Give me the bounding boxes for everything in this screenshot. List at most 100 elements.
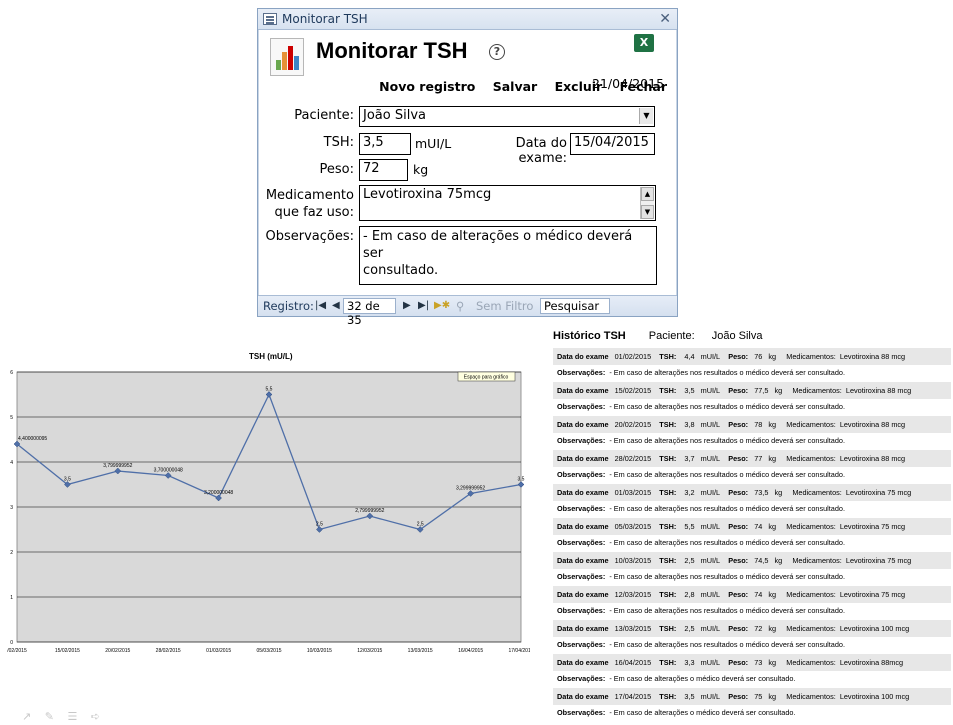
paciente-combobox[interactable]: João Silva ▼ — [359, 106, 655, 127]
search-input[interactable]: Pesquisar — [540, 298, 610, 314]
med-label: Medicamentos: — [792, 556, 842, 565]
form-header: Monitorar TSH ? X 21/04/2015 — [258, 30, 677, 91]
new-record-button[interactable]: Novo registro — [379, 79, 476, 94]
record-med: Levotiroxina 88 mcg — [839, 352, 906, 361]
y-tick-label: 5 — [10, 415, 13, 421]
data-point — [64, 481, 71, 488]
data-point — [215, 494, 222, 502]
record-obs: - Em caso de alterações nos resultados o… — [609, 606, 845, 615]
record-peso: 74,5 — [754, 556, 769, 565]
tsh-label: TSH: — [659, 658, 677, 667]
history-patient-label: Paciente: — [648, 330, 695, 342]
history-title: Histórico TSH — [553, 330, 626, 342]
bar-chart-icon — [270, 38, 304, 76]
pen-icon[interactable]: ✎ — [44, 710, 54, 723]
first-record-icon[interactable]: |◀ — [315, 300, 327, 311]
paciente-label: Paciente: — [294, 108, 354, 123]
record-tsh: 3,5 — [684, 692, 695, 701]
peso-label: Peso: — [728, 658, 749, 667]
excel-export-icon[interactable]: X — [634, 34, 654, 52]
scroll-up-icon[interactable]: ▲ — [641, 187, 654, 201]
y-tick-label: 2 — [10, 550, 13, 556]
obs-label: Observações: — [557, 708, 606, 717]
next-record-icon[interactable]: ▶ — [403, 300, 411, 311]
record-date: 12/03/2015 — [614, 590, 652, 599]
history-record: Data do exame 15/02/2015 TSH: 3,5 mUI/L … — [553, 382, 951, 416]
record-position-input[interactable]: 32 de 35 — [343, 298, 396, 327]
no-filter-button[interactable]: Sem Filtro — [476, 299, 534, 313]
tsh-input[interactable]: 3,5 — [359, 133, 411, 155]
delete-button[interactable]: Excluir — [554, 79, 603, 94]
observacoes-line1: - Em caso de alterações o médico deverá … — [363, 229, 633, 261]
obs-label: Observações: — [557, 606, 606, 615]
previous-record-icon[interactable]: ◀ — [332, 300, 340, 311]
record-obs: - Em caso de alterações nos resultados o… — [609, 572, 845, 581]
record-med: Levotiroxina 88 mcg — [839, 420, 906, 429]
data-label: 3,5 — [518, 477, 525, 483]
last-record-icon[interactable]: ▶| — [418, 300, 430, 311]
next-slide-icon[interactable]: ➪ — [90, 710, 101, 723]
medicamento-value: Levotiroxina 75mcg — [363, 187, 492, 202]
med-label: Medicamentos: — [786, 454, 836, 463]
record-obs-line: Observações: - Em caso de alterações nos… — [553, 569, 951, 586]
form-icon — [263, 13, 277, 25]
chevron-down-icon[interactable]: ▼ — [639, 108, 653, 124]
record-med: Levotiroxina 88mcg — [839, 658, 904, 667]
medicamento-textarea[interactable]: Levotiroxina 75mcg ▲ ▼ — [359, 185, 656, 221]
kg-unit: kg — [768, 658, 777, 667]
filter-icon[interactable]: ⚲ — [456, 299, 465, 313]
record-obs-line: Observações: - Em caso de alterações nos… — [553, 433, 951, 450]
history-record: Data do exame 12/03/2015 TSH: 2,8 mUI/L … — [553, 586, 951, 620]
data-label: 3,5 — [64, 477, 71, 483]
record-med: Levotiroxina 88 mcg — [839, 454, 906, 463]
tsh-label: TSH: — [323, 135, 354, 150]
data-label: 3,299999952 — [456, 486, 485, 492]
med-label: Medicamentos: — [786, 692, 836, 701]
record-peso: 75 — [754, 692, 763, 701]
history-header: Histórico TSH Paciente: João Silva — [553, 328, 951, 348]
arrow-icon[interactable]: ↗ — [22, 710, 32, 723]
history-record: Data do exame 05/03/2015 TSH: 5,5 mUI/L … — [553, 518, 951, 552]
record-obs-line: Observações: - Em caso de alterações nos… — [553, 535, 951, 552]
help-icon[interactable]: ? — [489, 44, 505, 60]
record-tsh: 3,7 — [684, 454, 695, 463]
tsh-unit: mUI/L — [700, 420, 721, 429]
data-exame-input[interactable]: 15/04/2015 — [570, 133, 655, 155]
record-peso: 78 — [754, 420, 763, 429]
data-point — [13, 440, 21, 448]
medicamento-label-line2: que faz uso: — [274, 205, 354, 220]
record-tsh: 5,5 — [684, 522, 695, 531]
close-icon[interactable]: ✕ — [659, 11, 671, 27]
obs-label: Observações: — [557, 674, 606, 683]
new-record-icon[interactable]: ▶✱ — [434, 300, 451, 311]
x-tick-label: 16/04/2015 — [458, 648, 483, 654]
record-peso: 73 — [754, 658, 763, 667]
medicamento-scrollbar[interactable]: ▲ ▼ — [640, 187, 654, 219]
history-patient-name: João Silva — [711, 330, 763, 342]
med-label: Medicamentos: — [786, 522, 836, 531]
save-button[interactable]: Salvar — [492, 79, 538, 94]
date-label: Data do exame — [557, 556, 609, 565]
record-med: Levotiroxina 75 mcg — [845, 556, 912, 565]
observacoes-textarea[interactable]: - Em caso de alterações o médico deverá … — [359, 226, 657, 285]
menu-icon[interactable]: ☰ — [67, 710, 78, 723]
record-date: 01/03/2015 — [614, 488, 652, 497]
x-tick-label: 13/03/2015 — [408, 648, 433, 654]
data-label: 2,799999952 — [355, 508, 384, 514]
record-med: Levotiroxina 75 mcg — [839, 590, 906, 599]
obs-label: Observações: — [557, 504, 606, 513]
form-toolbar: Novo registro Salvar Excluir Fechar — [366, 79, 667, 94]
med-label: Medicamentos: — [792, 488, 842, 497]
record-obs: - Em caso de alterações nos resultados o… — [609, 538, 845, 547]
scroll-down-icon[interactable]: ▼ — [641, 205, 654, 219]
record-obs: - Em caso de alterações nos resultados o… — [609, 368, 845, 377]
peso-input[interactable]: 72 — [359, 159, 408, 181]
peso-label: Peso: — [728, 488, 749, 497]
x-tick-label: 10/03/2015 — [307, 648, 332, 654]
registro-label: Registro: — [263, 299, 314, 313]
data-label: 3,799999952 — [103, 463, 132, 469]
close-button[interactable]: Fechar — [619, 79, 667, 94]
chart-title: TSH (mU/L) — [249, 352, 293, 361]
date-label: Data do exame — [557, 454, 609, 463]
record-obs: - Em caso de alterações o médico deverá … — [609, 708, 796, 717]
